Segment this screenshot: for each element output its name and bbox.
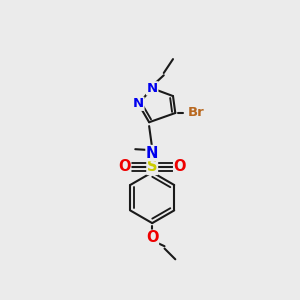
Text: O: O (146, 230, 158, 245)
Text: O: O (174, 159, 186, 174)
Text: N: N (133, 97, 144, 110)
Text: Br: Br (188, 106, 205, 119)
Text: S: S (147, 159, 158, 174)
Text: N: N (146, 146, 158, 160)
Text: N: N (147, 82, 158, 95)
Text: O: O (118, 159, 131, 174)
